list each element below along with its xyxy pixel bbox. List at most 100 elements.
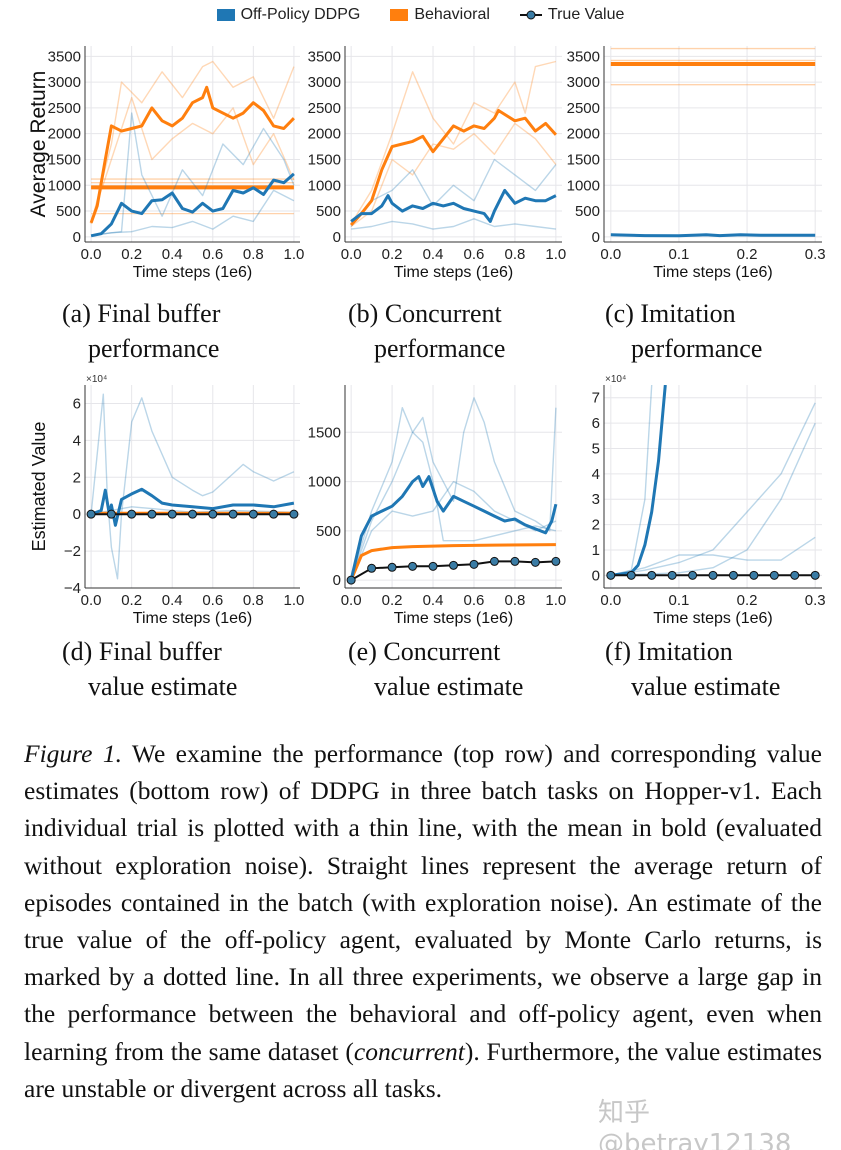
x-tick-label: 0.1	[669, 246, 690, 263]
x-tick-label: 0.2	[382, 246, 403, 263]
x-axis-label: Time steps (1e6)	[394, 264, 513, 281]
y-tick-label: 0	[592, 567, 600, 584]
y-tick-label: 0	[73, 506, 81, 523]
y-tick-label: 0	[333, 572, 341, 589]
y-tick-label: 500	[316, 523, 341, 540]
true-value-point	[428, 561, 438, 571]
true-value-point	[127, 509, 137, 519]
y-tick-label: 500	[316, 203, 341, 220]
x-tick-label: 1.0	[545, 592, 566, 609]
true-value-point	[728, 570, 738, 580]
legend-item-ddpg: Off-Policy DDPG	[216, 6, 360, 24]
x-axis-label: Time steps (1e6)	[653, 264, 772, 281]
subfigure-label-d: (d) Final buffer value estimate	[62, 637, 238, 701]
y-tick-label: 2000	[567, 126, 600, 143]
charts-canvas: 0.0 0.2 0.4 0.6 0.8 1.00500100015002000250030…	[27, 46, 826, 627]
ddpg-trial-line	[610, 422, 816, 576]
x-tick-label: 1.0	[545, 246, 566, 263]
watermark: 知乎 @betray12138	[598, 1098, 792, 1150]
x-tick-label: 0.8	[504, 246, 525, 263]
true-value-point	[749, 570, 759, 580]
x-tick-label: 0.0	[81, 246, 102, 263]
y-tick-label: 1000	[308, 474, 341, 491]
y-tick-label: 6	[73, 395, 81, 412]
true-value-point	[551, 556, 561, 566]
x-tick-label: 0.8	[504, 592, 525, 609]
x-tick-label: 0.0	[600, 592, 621, 609]
line-dot-marker-icon	[519, 10, 542, 20]
true-value-point	[346, 575, 356, 585]
y-tick-label: 2	[73, 469, 81, 486]
plot-area	[610, 47, 816, 238]
x-tick-label: 0.4	[162, 246, 183, 263]
ddpg-trial-line	[610, 402, 816, 576]
true-value-point	[167, 509, 177, 519]
chart-e: 0.0 0.2 0.4 0.6 0.8 1.0 0 500 1000 1500 Time steps…	[308, 385, 566, 627]
true-value-point	[188, 509, 197, 519]
caption-italic-term: concurrent	[353, 1036, 465, 1066]
caption-text-end: ). Furthermore, the value estimates are …	[24, 1036, 823, 1103]
true-value-point	[469, 559, 479, 569]
subfigure-label-c: (c) Imitation performance	[605, 299, 763, 363]
y-tick-label: 3000	[48, 74, 81, 91]
x-axis-label: Time steps (1e6)	[133, 610, 252, 627]
x-axis-label: Time steps (1e6)	[133, 264, 252, 281]
subfigure-label-b: (b) Concurrent performance	[348, 299, 506, 363]
y-tick-label: 7	[592, 390, 600, 407]
y-tick-label: −4	[64, 580, 81, 597]
y-tick-label: 0	[592, 229, 600, 246]
y-tick-label: 1000	[48, 177, 81, 194]
axis-multiplier: ×10⁴	[86, 374, 107, 385]
ddpg-trial-line	[610, 536, 816, 576]
true-value-point	[289, 509, 299, 519]
behavioral-trial-line	[350, 122, 557, 228]
chart-b: 0.0 0.2 0.4 0.6 0.8 1.0 0 500 1000 1500 2000 2500 30…	[308, 46, 566, 281]
true-value-point	[688, 570, 698, 580]
true-value-point	[269, 509, 279, 519]
x-tick-label: 0.0	[600, 246, 621, 263]
behavioral-mean-line	[349, 109, 558, 227]
legend: Off-Policy DDPG Behavioral True Value	[0, 6, 841, 24]
subfigure-label-f: (f) Imitation value estimate	[605, 637, 781, 701]
y-tick-label: 2500	[308, 100, 341, 117]
y-tick-label: 1500	[48, 151, 81, 168]
caption-figure-label: Figure 1.	[24, 739, 122, 768]
x-tick-label: 0.3	[805, 246, 826, 263]
x-tick-label: 0.2	[737, 592, 758, 609]
x-tick-label: 1.0	[283, 246, 304, 263]
chart-d: 0.0 0.2 0.4 0.6 0.8 1.0 −4 −2 0 2 4 6 Time steps (1e…	[29, 374, 304, 627]
y-tick-label: 3500	[48, 48, 81, 65]
subfigure-label-a: (a) Final buffer performance	[62, 299, 221, 363]
true-value-point	[86, 509, 96, 519]
true-value-point	[106, 509, 116, 519]
legend-item-true-value: True Value	[519, 6, 625, 24]
ddpg-mean-line	[610, 385, 667, 577]
x-tick-label: 0.6	[202, 592, 223, 609]
true-value-point	[147, 509, 157, 519]
y-tick-label: 2000	[48, 126, 81, 143]
y-tick-label: 1000	[567, 177, 600, 194]
y-tick-label: 4	[592, 466, 600, 483]
plot-area	[89, 60, 295, 238]
y-tick-label: 2500	[48, 100, 81, 117]
figure-caption: Figure 1. We examine the performance (to…	[24, 735, 822, 1107]
plot-area	[346, 397, 561, 585]
ddpg-mean-line	[90, 487, 295, 527]
ddpg-trial-line	[90, 189, 295, 237]
true-value-point	[228, 509, 238, 519]
chart-a: 0.0 0.2 0.4 0.6 0.8 1.0 0 500 1000 1500 2000 2500 30…	[27, 46, 304, 281]
ddpg-trial-line	[91, 112, 295, 236]
ddpg-mean-line	[350, 188, 557, 223]
y-tick-label: 2000	[308, 126, 341, 143]
true-value-point	[606, 570, 616, 580]
x-tick-label: 0.2	[121, 592, 142, 609]
ddpg-trial-line	[350, 158, 557, 227]
true-value-point	[769, 570, 779, 580]
y-tick-label: 1000	[308, 177, 341, 194]
legend-label: True Value	[547, 6, 625, 23]
x-tick-label: 0.1	[669, 592, 690, 609]
y-tick-label: 1	[592, 542, 600, 559]
y-tick-label: 1500	[308, 151, 341, 168]
true-value-point	[667, 570, 677, 580]
true-value-point	[626, 570, 636, 580]
